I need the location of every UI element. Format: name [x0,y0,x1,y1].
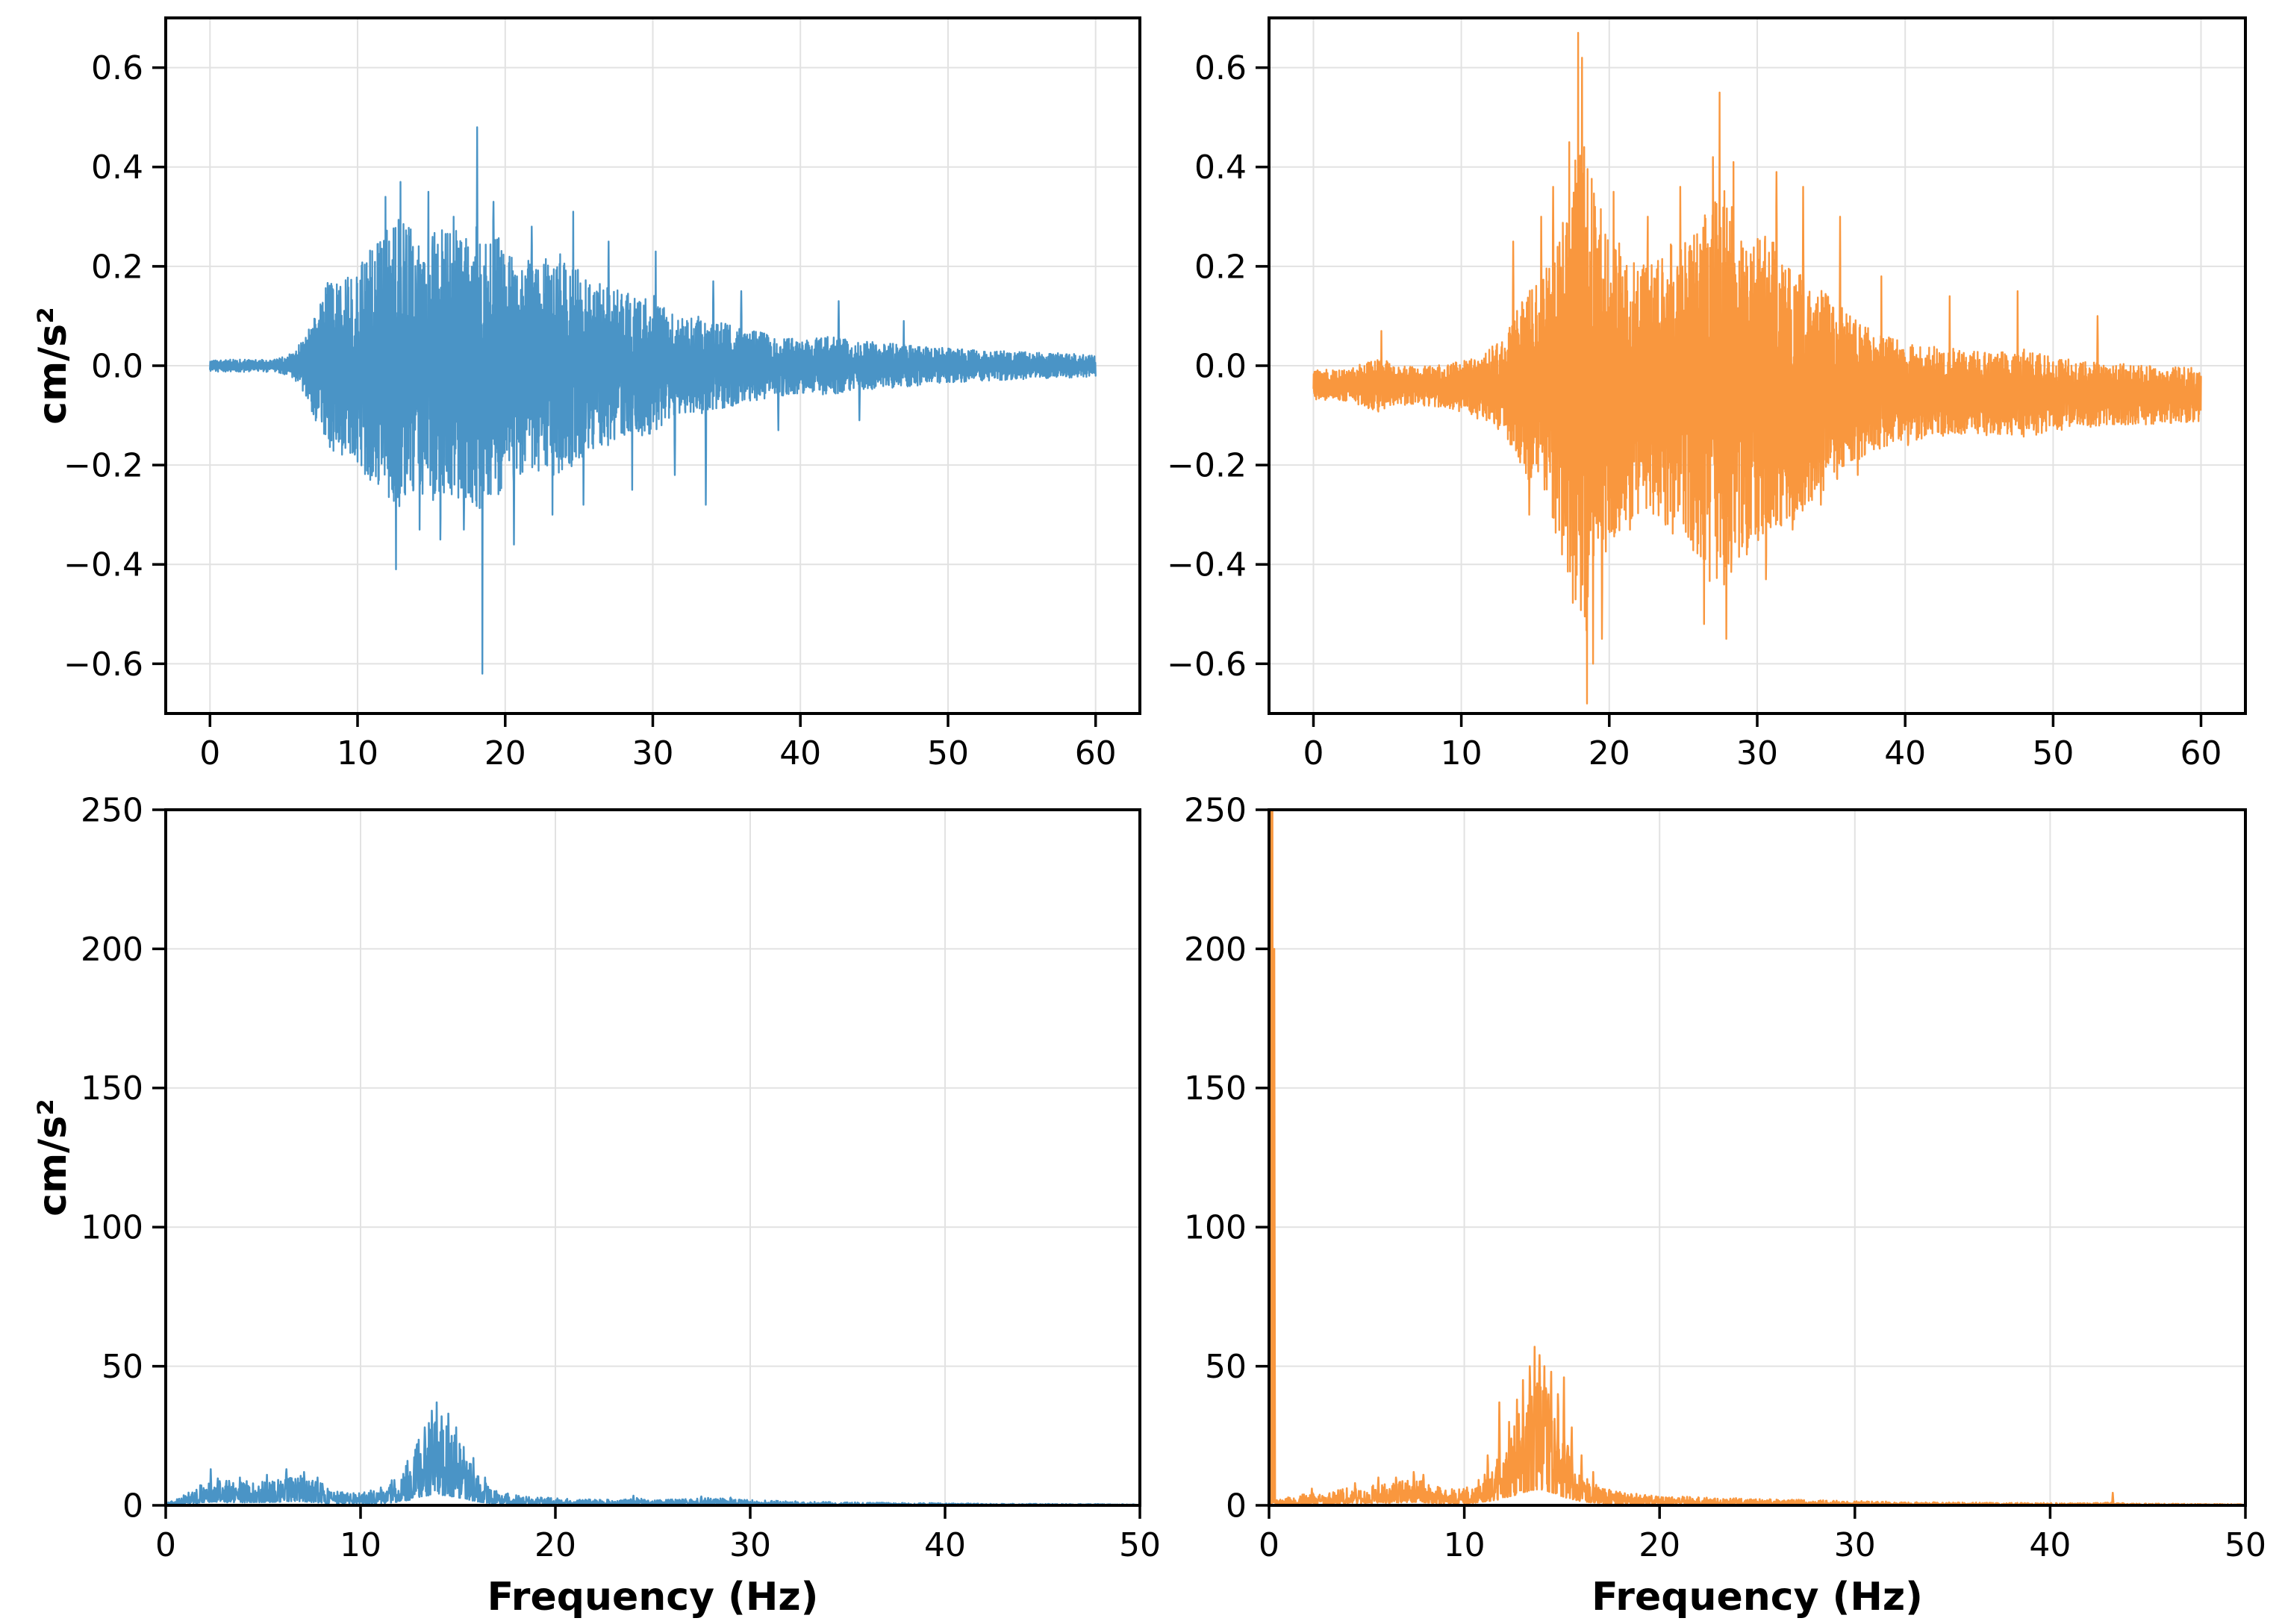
x-tick-label: 40 [779,734,821,772]
x-tick-label: 20 [534,1526,576,1564]
y-tick-label: −0.6 [1167,646,1247,684]
x-tick-label: 20 [1639,1526,1680,1564]
y-tick-label: 250 [81,791,143,829]
y-tick-label: 100 [81,1209,143,1247]
y-axis-label: cm/s² [31,1099,75,1217]
y-tick-label: 0.2 [91,248,143,286]
x-axis-label: Frequency (Hz) [487,1575,819,1620]
y-axis-label: cm/s² [31,307,75,425]
x-tick-label: 20 [484,734,526,772]
y-tick-label: 0.0 [1194,347,1247,385]
y-tick-label: 250 [1184,791,1247,829]
x-tick-label: 0 [1303,734,1324,772]
x-tick-label: 10 [1441,734,1483,772]
y-tick-label: −0.4 [1167,546,1247,584]
x-tick-label: 50 [2032,734,2074,772]
subplot-bottom-left: 0 10 20 30 40 50 0 50 100 150 200 250 Frequency (Hz)… [31,791,1161,1620]
y-tick-label: 100 [1184,1209,1247,1247]
axis-ticks: 0 10 20 30 40 50 60 −0.6 −0.4 −0.2 0.0 0.2 0.4 0.6 [1167,49,2222,772]
y-tick-label: 50 [1205,1348,1247,1386]
x-tick-label: 30 [632,734,674,772]
x-tick-label: 30 [1834,1526,1876,1564]
y-tick-label: 150 [1184,1069,1247,1108]
y-tick-label: 0 [1226,1487,1247,1525]
y-tick-label: 200 [81,931,143,969]
x-tick-label: 10 [1444,1526,1486,1564]
y-tick-label: 150 [81,1069,143,1108]
x-tick-label: 30 [1736,734,1778,772]
subplot-top-right: 0 10 20 30 40 50 60 −0.6 −0.4 −0.2 0.0 0.2 0.4 0.6 [1167,16,2247,772]
y-tick-label: 0.6 [91,49,143,87]
y-tick-label: −0.4 [63,546,143,584]
y-tick-label: 0.2 [1194,248,1247,286]
top-right-series-line [1312,31,2202,705]
x-tick-label: 40 [2029,1526,2071,1564]
y-tick-label: −0.2 [1167,447,1247,485]
x-tick-label: 0 [155,1526,176,1564]
y-tick-label: −0.2 [63,447,143,485]
x-tick-label: 20 [1589,734,1630,772]
x-tick-label: 50 [927,734,969,772]
x-tick-label: 50 [2225,1526,2266,1564]
axis-ticks: 0 10 20 30 40 50 60 −0.6 −0.4 −0.2 0.0 0.2 0.4 0.6 [63,49,1117,772]
axis-ticks: 0 10 20 30 40 50 0 50 100 150 200 250 [1184,791,2266,1564]
x-tick-label: 30 [729,1526,771,1564]
axes-frame [1268,808,2247,1507]
y-tick-label: 200 [1184,931,1247,969]
x-tick-label: 10 [337,734,378,772]
subplot-bottom-right: 0 10 20 30 40 50 0 50 100 150 200 250 Frequency (Hz) [1184,791,2266,1620]
y-tick-label: 0.4 [1194,149,1247,187]
y-tick-label: 0.6 [1194,49,1247,87]
subplot-top-left: 0 10 20 30 40 50 60 −0.6 −0.4 −0.2 0.0 0.2 0.4 0.6 cm/… [31,16,1141,772]
axes-frame [164,808,1141,1507]
x-tick-label: 40 [1884,734,1926,772]
x-tick-label: 40 [924,1526,966,1564]
x-axis-label: Frequency (Hz) [1592,1575,1923,1620]
x-tick-label: 10 [340,1526,381,1564]
x-tick-label: 50 [1119,1526,1161,1564]
x-tick-label: 0 [199,734,220,772]
x-tick-label: 0 [1259,1526,1279,1564]
y-tick-label: −0.6 [63,646,143,684]
top-left-series-line [209,126,1097,675]
y-tick-label: 0.0 [91,347,143,385]
y-tick-label: 50 [102,1348,143,1386]
y-tick-label: 0 [122,1487,143,1525]
x-tick-label: 60 [2180,734,2222,772]
x-tick-label: 60 [1075,734,1117,772]
axis-ticks: 0 10 20 30 40 50 0 50 100 150 200 250 [81,791,1161,1564]
y-tick-label: 0.4 [91,149,143,187]
